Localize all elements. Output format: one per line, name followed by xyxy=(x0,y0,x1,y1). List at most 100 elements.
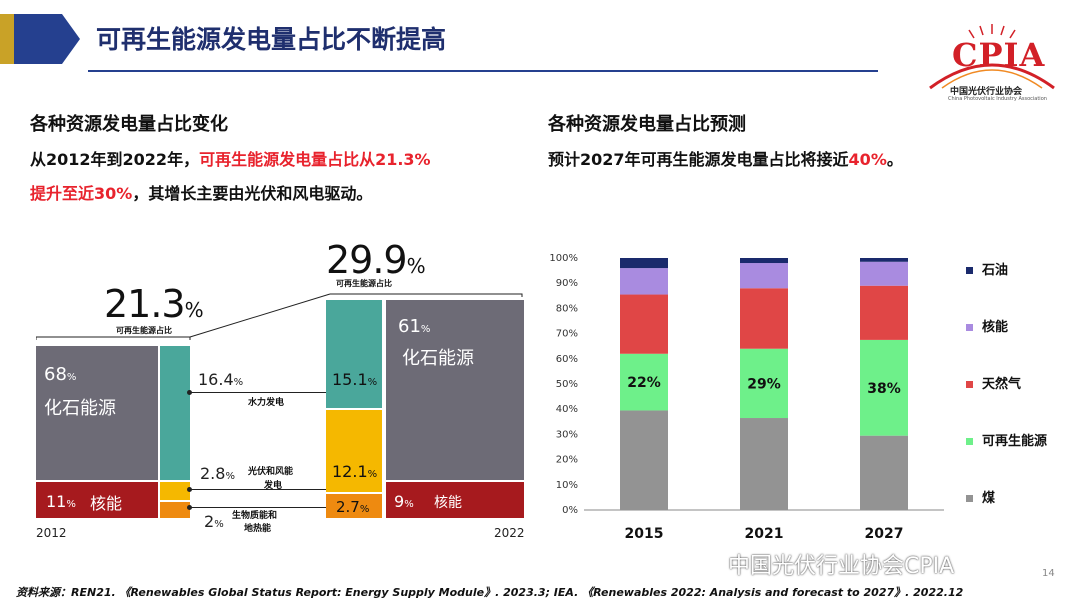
bar-segment-2021-4 xyxy=(740,258,788,264)
y-tick-label: 40% xyxy=(556,404,578,415)
y-tick-label: 10% xyxy=(556,480,578,491)
left-para-line1: 从2012年到2022年，可再生能源发电量占比从21.3% xyxy=(30,146,431,170)
renew-2012-headline: 21.3% xyxy=(104,282,204,326)
renew-2022-pct: % xyxy=(406,254,426,278)
left-para-line2-black: ，其增长主要由光伏和风电驱动。 xyxy=(132,184,373,203)
bar-segment-2027-1 xyxy=(860,339,908,436)
left-para-line2: 提升至近30%，其增长主要由光伏和风电驱动。 xyxy=(30,180,372,204)
bar-segment-2027-4 xyxy=(860,258,908,262)
hydro-leader xyxy=(190,392,330,393)
renew-2012-value: 21.3 xyxy=(104,282,186,326)
right-para: 预计2027年可再生能源发电量占比将接近40%。 xyxy=(548,146,903,170)
legend-label: 石油 xyxy=(981,262,1008,278)
left-para-line1-black: 从2012年到2022年， xyxy=(30,150,200,169)
cpia-logo-cn: 中国光伏行业协会 xyxy=(950,87,1023,97)
y-tick-label: 90% xyxy=(556,278,578,289)
legend-label: 核能 xyxy=(982,319,1008,335)
pvwind-2012-bar xyxy=(160,482,190,500)
hydro-2012-bar xyxy=(160,346,190,480)
header-divider xyxy=(88,70,878,72)
legend-swatch xyxy=(966,495,973,502)
renew-2022-value: 29.9 xyxy=(326,238,408,282)
y-tick-label: 80% xyxy=(556,303,578,314)
bar-segment-2015-0 xyxy=(620,410,668,510)
x-tick-label: 2021 xyxy=(745,526,784,542)
renew-2022-caption: 可再生能源占比 xyxy=(336,279,392,288)
hydro-2022-value: 15.1% xyxy=(332,370,378,389)
header-accent-gold xyxy=(0,14,14,64)
bio-dot-left xyxy=(187,505,192,510)
y-tick-label: 20% xyxy=(556,455,578,466)
connector-lines xyxy=(36,293,523,340)
bar-segment-2015-3 xyxy=(620,268,668,295)
pvwind-2022-bar: 12.1% xyxy=(326,410,382,492)
bar-segment-2015-1 xyxy=(620,353,668,411)
year-2012: 2012 xyxy=(36,526,67,540)
legend-swatch xyxy=(966,324,973,331)
pvwind-label-1: 光伏和风能 xyxy=(248,467,294,477)
pvwind-2022-value: 12.1% xyxy=(332,462,378,481)
page-title: 可再生能源发电量占比不断提高 xyxy=(96,25,447,54)
fossil-2022-value: 61% xyxy=(398,316,431,337)
bar-segment-2021-1 xyxy=(740,348,788,419)
legend-label: 天然气 xyxy=(982,376,1021,392)
fossil-2022-block: 61% 化石能源 xyxy=(386,300,524,480)
nuclear-2022-label: 核能 xyxy=(434,495,462,511)
y-tick-label: 100% xyxy=(549,253,578,264)
x-tick-label: 2015 xyxy=(625,526,664,542)
legend-swatch xyxy=(966,381,973,388)
hydro-2012-value: 16.4% xyxy=(198,370,244,389)
fossil-2012-label: 化石能源 xyxy=(44,398,116,419)
bio-label-1: 生物质能和 xyxy=(232,511,278,521)
y-tick-label: 30% xyxy=(556,429,578,440)
pvwind-2012-value: 2.8% xyxy=(200,464,235,483)
bio-2022-value: 2.7% xyxy=(336,498,370,516)
right-para-end: 。 xyxy=(886,150,903,169)
bar-segment-2021-3 xyxy=(740,263,788,289)
source-note: 资料来源：REN21. 《Renewables Global Status Re… xyxy=(16,586,964,599)
y-tick-label: 60% xyxy=(556,354,578,365)
renew-2012-caption: 可再生能源占比 xyxy=(116,326,172,335)
legend-swatch xyxy=(966,267,973,274)
left-section-title: 各种资源发电量占比变化 xyxy=(30,114,228,135)
right-section-title: 各种资源发电量占比预测 xyxy=(548,114,746,135)
fossil-2012-value: 68% xyxy=(44,364,77,385)
forecast-chart: 0% 10% 20% 30% 40% 50% 60% 70% 80% 90% 100% 22% 2015… xyxy=(540,240,1060,560)
nuclear-2012-label: 核能 xyxy=(90,494,123,513)
fossil-2022-label: 化石能源 xyxy=(402,348,474,369)
forecast-chart-svg: 0% 10% 20% 30% 40% 50% 60% 70% 80% 90% 100% 22% 2015… xyxy=(549,253,1047,542)
bar-data-label: 22% xyxy=(627,375,661,391)
hydro-label: 水力发电 xyxy=(248,398,285,408)
bar-segment-2021-2 xyxy=(740,288,788,349)
left-para-line2-red: 提升至近30% xyxy=(30,184,133,203)
renew-2012-pct: % xyxy=(184,298,204,322)
y-tick-label: 70% xyxy=(556,329,578,340)
y-tick-label: 0% xyxy=(562,505,578,516)
legend-label: 可再生能源 xyxy=(982,433,1047,449)
pvwind-label-2: 发电 xyxy=(264,481,283,491)
bar-data-label: 29% xyxy=(747,376,781,392)
page-number: 14 xyxy=(1042,568,1055,579)
bar-segment-2021-0 xyxy=(740,418,788,510)
cpia-logo-en: China Photovoltaic Industry Association xyxy=(948,96,1047,102)
y-tick-label: 50% xyxy=(556,379,578,390)
bar-segment-2027-2 xyxy=(860,285,908,340)
hydro-2022-bar: 15.1% xyxy=(326,300,382,408)
pvwind-dot-left xyxy=(187,487,192,492)
legend-swatch xyxy=(966,438,973,445)
watermark: 中国光伏行业协会CPIA xyxy=(728,554,955,579)
nuclear-2022-block: 9% 核能 xyxy=(386,482,524,518)
bio-2022-bar: 2.7% xyxy=(326,494,382,518)
nuclear-2022-value: 9% xyxy=(394,492,414,511)
cpia-logo-arc xyxy=(929,24,1055,90)
nuclear-2012-value: 11% xyxy=(46,492,76,511)
bio-2012-bar xyxy=(160,502,190,518)
bar-segment-2027-3 xyxy=(860,261,908,286)
legend-label: 煤 xyxy=(982,490,995,506)
bio-label-2: 地热能 xyxy=(244,524,272,534)
bio-2012-value: 2% xyxy=(204,512,224,531)
fossil-2012-block: 68% 化石能源 xyxy=(36,346,158,480)
bar-data-label: 38% xyxy=(867,381,901,397)
bar-segment-2015-2 xyxy=(620,294,668,354)
renew-2022-headline: 29.9% xyxy=(326,238,426,282)
